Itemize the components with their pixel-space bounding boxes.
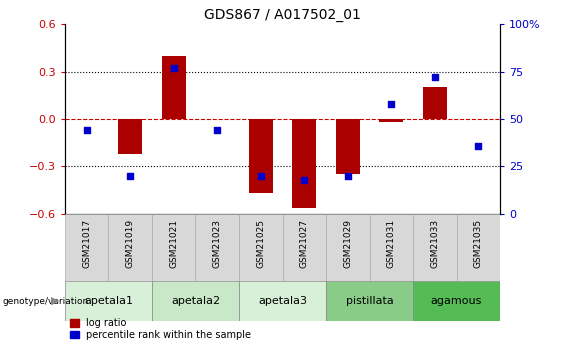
Bar (282, 214, 326, 281)
Text: GSM21035: GSM21035 (474, 219, 483, 268)
Bar (413, 281, 500, 321)
Bar (423, 87, 447, 119)
Bar (379, 119, 403, 122)
Text: agamous: agamous (431, 296, 482, 306)
Point (170, 65, 179, 70)
Point (212, 128, 221, 133)
Point (299, 177, 308, 183)
Bar (413, 214, 457, 281)
Bar (249, 119, 273, 193)
Text: ▶: ▶ (51, 296, 59, 306)
Point (473, 143, 483, 148)
Bar (162, 56, 186, 119)
Bar (292, 119, 316, 208)
Text: apetala1: apetala1 (84, 296, 133, 306)
Point (257, 173, 266, 179)
Bar (370, 214, 413, 281)
Point (343, 173, 353, 179)
Point (386, 101, 396, 107)
Bar (152, 281, 239, 321)
Bar (65, 281, 152, 321)
Point (431, 75, 440, 80)
Text: apetala3: apetala3 (258, 296, 307, 306)
Bar (108, 214, 152, 281)
Text: GSM21019: GSM21019 (126, 219, 134, 268)
Text: GSM21025: GSM21025 (257, 219, 265, 268)
Bar (326, 214, 370, 281)
Text: apetala2: apetala2 (171, 296, 220, 306)
Text: GSM21021: GSM21021 (170, 219, 178, 268)
Text: GSM21031: GSM21031 (387, 219, 396, 268)
Text: GSM21027: GSM21027 (300, 219, 308, 268)
Legend: log ratio, percentile rank within the sample: log ratio, percentile rank within the sa… (70, 318, 251, 340)
Bar (65, 214, 108, 281)
Bar (326, 281, 413, 321)
Text: GSM21023: GSM21023 (213, 219, 221, 268)
Bar (195, 214, 239, 281)
Title: GDS867 / A017502_01: GDS867 / A017502_01 (204, 8, 361, 22)
Text: GSM21033: GSM21033 (431, 219, 439, 268)
Bar (152, 214, 195, 281)
Bar (239, 281, 326, 321)
Bar (118, 119, 142, 154)
Point (126, 173, 135, 179)
Text: GSM21029: GSM21029 (344, 219, 352, 268)
Text: genotype/variation: genotype/variation (3, 296, 89, 306)
Bar (239, 214, 282, 281)
Text: pistillata: pistillata (346, 296, 393, 306)
Text: GSM21017: GSM21017 (82, 219, 91, 268)
Bar (336, 119, 360, 174)
Bar (457, 214, 500, 281)
Point (82, 128, 92, 133)
